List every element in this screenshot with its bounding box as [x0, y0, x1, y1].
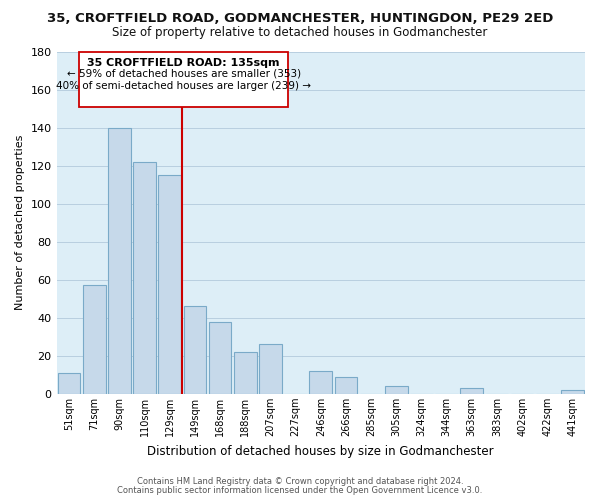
Bar [460, 388, 483, 394]
Text: 35 CROFTFIELD ROAD: 135sqm: 35 CROFTFIELD ROAD: 135sqm [88, 58, 280, 68]
Text: 40% of semi-detached houses are larger (239) →: 40% of semi-detached houses are larger (… [56, 81, 311, 91]
FancyBboxPatch shape [79, 52, 288, 106]
Text: Contains public sector information licensed under the Open Government Licence v3: Contains public sector information licen… [118, 486, 482, 495]
Text: 35, CROFTFIELD ROAD, GODMANCHESTER, HUNTINGDON, PE29 2ED: 35, CROFTFIELD ROAD, GODMANCHESTER, HUNT… [47, 12, 553, 26]
Bar [209, 322, 232, 394]
Text: Size of property relative to detached houses in Godmanchester: Size of property relative to detached ho… [112, 26, 488, 39]
X-axis label: Distribution of detached houses by size in Godmanchester: Distribution of detached houses by size … [148, 444, 494, 458]
Y-axis label: Number of detached properties: Number of detached properties [15, 135, 25, 310]
Bar [83, 286, 106, 394]
Bar [310, 371, 332, 394]
Bar [184, 306, 206, 394]
Text: Contains HM Land Registry data © Crown copyright and database right 2024.: Contains HM Land Registry data © Crown c… [137, 477, 463, 486]
Bar [385, 386, 407, 394]
Bar [158, 175, 181, 394]
Bar [58, 373, 80, 394]
Bar [561, 390, 584, 394]
Bar [108, 128, 131, 394]
Bar [259, 344, 282, 394]
Bar [335, 377, 357, 394]
Bar [133, 162, 156, 394]
Bar [234, 352, 257, 394]
Text: ← 59% of detached houses are smaller (353): ← 59% of detached houses are smaller (35… [67, 68, 301, 78]
